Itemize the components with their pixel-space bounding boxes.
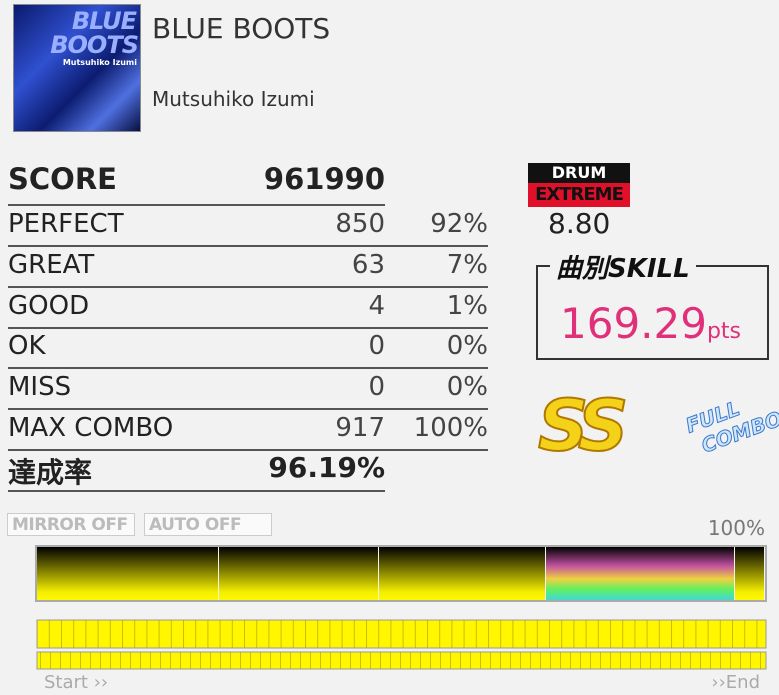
row-divider (8, 285, 488, 288)
gauge-segment (546, 547, 734, 600)
achievement-label: 達成率 (8, 456, 93, 489)
row-label: PERFECT (8, 209, 124, 239)
skill-value: 169.29pts (560, 299, 741, 348)
song-title: BLUE BOOTS (152, 12, 331, 45)
skill-number: 169.29 (560, 299, 707, 348)
full-combo-badge: FULL COMBO (682, 384, 779, 461)
row-label: OK (8, 331, 46, 362)
row-percent: 100% (413, 413, 488, 443)
achievement-value: 96.19% (268, 451, 385, 484)
chip-bar (36, 651, 767, 670)
row-divider (8, 490, 385, 492)
row-count: 850 (335, 209, 385, 239)
progress-label: 100% (707, 516, 765, 540)
row-count: 4 (368, 290, 385, 321)
album-art: BLUE BOOTS Mutsuhiko Izumi (13, 4, 141, 132)
row-divider (8, 326, 488, 329)
row-divider (8, 367, 488, 370)
gauge-segment (219, 547, 378, 600)
row-divider (8, 245, 488, 247)
row-percent: 0% (446, 331, 488, 362)
row-divider (8, 449, 488, 451)
row-count: 63 (351, 249, 385, 280)
chip-bar (36, 619, 767, 649)
row-label: MISS (8, 372, 72, 403)
skill-unit: pts (706, 319, 742, 344)
gauge-segment (37, 547, 218, 600)
gauge-segment (735, 547, 764, 600)
row-percent: 0% (446, 372, 488, 403)
skill-label: 曲別SKILL (550, 248, 696, 285)
difficulty-part: DRUM (528, 163, 630, 183)
row-label: GREAT (8, 249, 95, 280)
row-label: MAX COMBO (8, 413, 174, 443)
art-title: BLUE (71, 7, 137, 35)
option-auto: AUTO OFF (144, 513, 272, 536)
gauge-frame (35, 545, 767, 602)
score-value: 961990 (263, 162, 385, 196)
difficulty-badge: DRUM EXTREME (528, 163, 630, 207)
timeline-end: ››End (711, 672, 760, 693)
row-divider (8, 408, 488, 411)
gauges (35, 545, 767, 670)
difficulty-level: 8.80 (548, 207, 611, 240)
song-artist: Mutsuhiko Izumi (152, 87, 315, 111)
row-count: 917 (335, 413, 385, 443)
row-percent: 92% (430, 209, 488, 239)
gauge-segment (379, 547, 545, 600)
row-percent: 7% (446, 249, 488, 280)
difficulty-name: EXTREME (528, 183, 630, 207)
skill-box: 曲別SKILL 169.29pts (536, 248, 769, 360)
timeline-start: Start ›› (44, 672, 109, 693)
row-count: 0 (368, 372, 385, 403)
row-percent: 1% (446, 290, 488, 321)
option-mirror: MIRROR OFF (7, 513, 135, 536)
art-artist: Mutsuhiko Izumi (62, 58, 137, 67)
row-label: GOOD (8, 290, 90, 321)
rank: SS (537, 384, 629, 468)
art-title: BOOTS (50, 31, 139, 59)
score-label: SCORE (8, 162, 117, 196)
row-count: 0 (368, 331, 385, 362)
row-divider (8, 204, 385, 206)
